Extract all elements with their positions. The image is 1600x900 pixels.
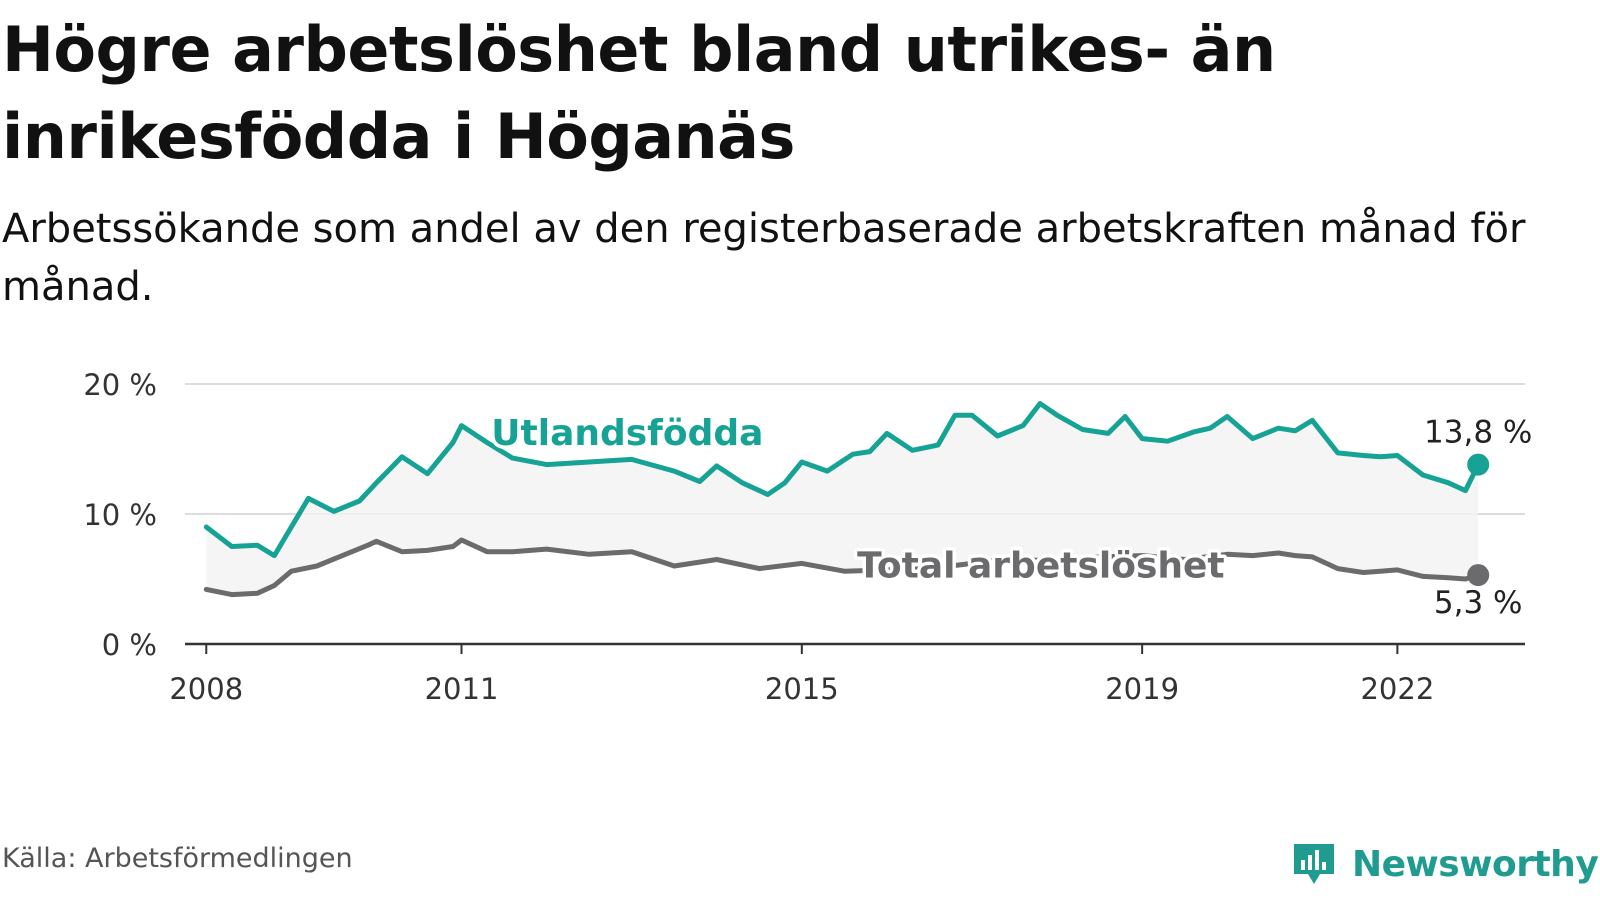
y-tick-label: 0 % xyxy=(102,628,157,662)
x-tick-label: 2019 xyxy=(1105,672,1179,706)
utlandsfodda-label: Utlandsfödda xyxy=(491,413,763,454)
x-tick-label: 2011 xyxy=(425,672,499,706)
total-value-label: 5,3 % xyxy=(1434,585,1523,621)
line-chart: 0 % 10 % 20 % 2008 2011 2015 2019 2022 Utlandsf… xyxy=(83,368,1536,706)
utlandsfodda-line xyxy=(203,401,1481,559)
range-band xyxy=(206,403,1479,595)
total-end-point xyxy=(1467,564,1490,587)
axes: 0 % 10 % 20 % 2008 2011 2015 2019 2022 xyxy=(83,368,1525,706)
chart-subtitle: Arbetssökande som andel av den registerb… xyxy=(2,206,1526,310)
brand-name: Newsworthy xyxy=(1352,843,1599,885)
source-note: Källa: Arbetsförmedlingen xyxy=(2,843,353,874)
utlandsfodda-value-label: 13,8 % xyxy=(1424,415,1532,451)
chart-title: Högre arbetslöshet bland utrikes- än inr… xyxy=(2,13,1276,173)
x-tick-label: 2008 xyxy=(169,672,243,706)
newsworthy-logo[interactable]: Newsworthy xyxy=(1290,840,1599,888)
series-lines xyxy=(203,401,1490,598)
x-tick-label: 2015 xyxy=(765,672,839,706)
utlandsfodda-end-point xyxy=(1467,453,1490,476)
total-line xyxy=(203,537,1481,598)
total-label: Total arbetslöshet xyxy=(857,546,1225,587)
series-labels: Utlandsfödda Total arbetslöshet 13,8 % 5,3 … xyxy=(488,410,1536,625)
newsworthy-logo-icon xyxy=(1294,844,1334,884)
y-tick-label: 10 % xyxy=(83,498,157,532)
y-tick-label: 20 % xyxy=(83,368,157,402)
x-tick-label: 2022 xyxy=(1360,672,1434,706)
